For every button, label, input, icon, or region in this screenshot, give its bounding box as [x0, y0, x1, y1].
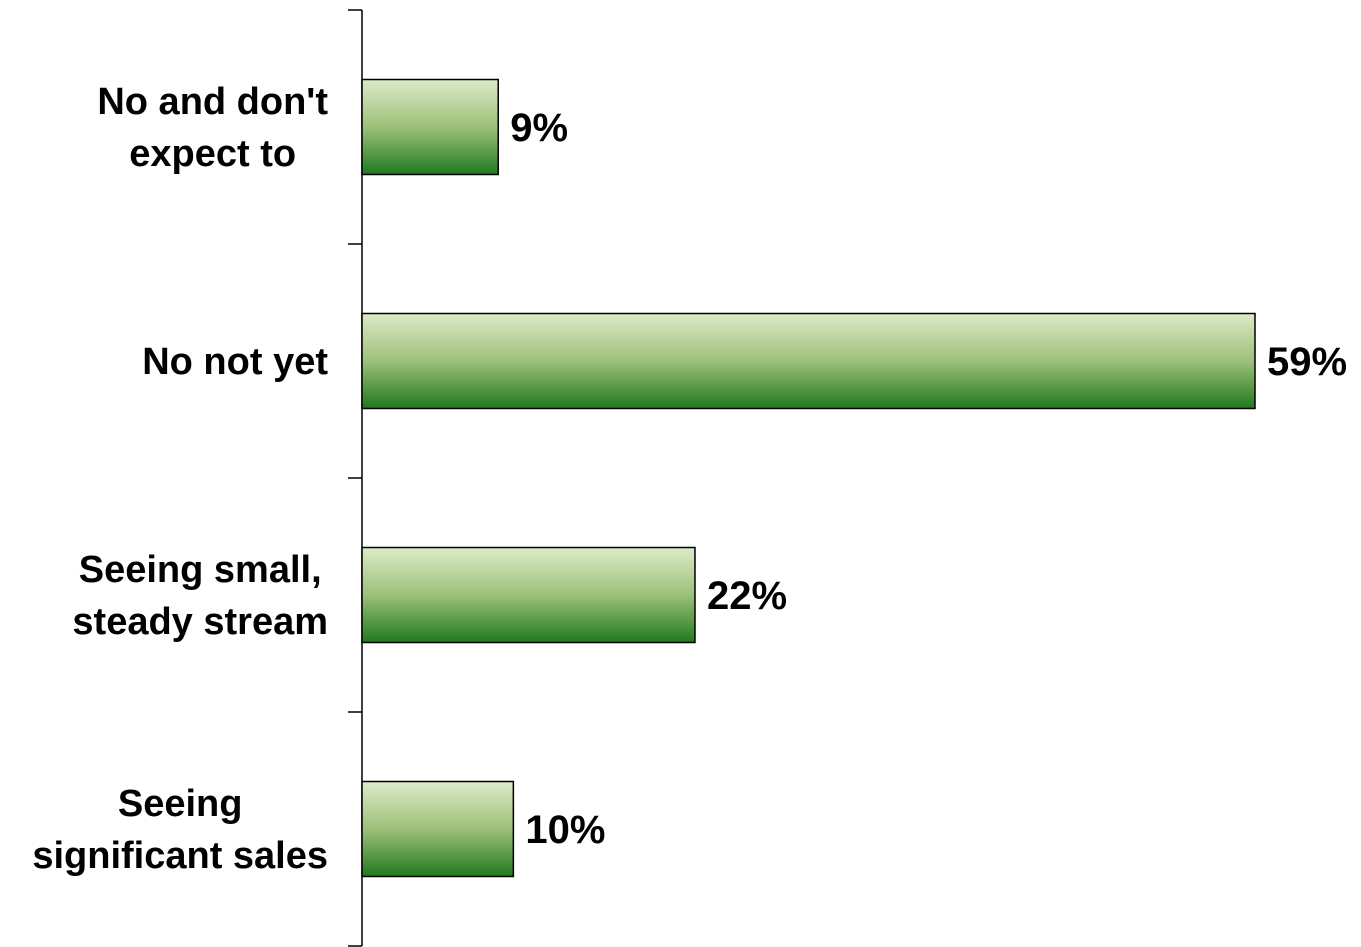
labels: 9% No and don't expect to 59% No not yet 22% S…	[32, 81, 1347, 877]
category-label-line: steady stream	[72, 601, 328, 643]
bar	[361, 780, 515, 878]
category-label-line: No not yet	[142, 341, 328, 383]
data-label: 10%	[525, 808, 605, 852]
bar	[361, 546, 696, 644]
data-label: 59%	[1267, 340, 1347, 384]
bar	[361, 312, 1256, 410]
category-label-line: significant sales	[32, 835, 328, 877]
category-label-line: Seeing	[118, 783, 243, 825]
category-label-line: No and don't	[97, 81, 328, 123]
bar	[361, 78, 499, 176]
category-axis	[348, 9, 363, 947]
category-label-line: Seeing small,	[79, 549, 322, 591]
category-label: Seeing small, steady stream	[72, 549, 328, 643]
category-label-line: expect to	[129, 133, 296, 175]
category-label: Seeing significant sales	[32, 783, 328, 877]
category-label: No not yet	[142, 341, 328, 383]
bars	[361, 78, 1256, 878]
data-label: 9%	[510, 106, 568, 150]
data-label: 22%	[707, 574, 787, 618]
category-label: No and don't expect to	[97, 81, 328, 175]
